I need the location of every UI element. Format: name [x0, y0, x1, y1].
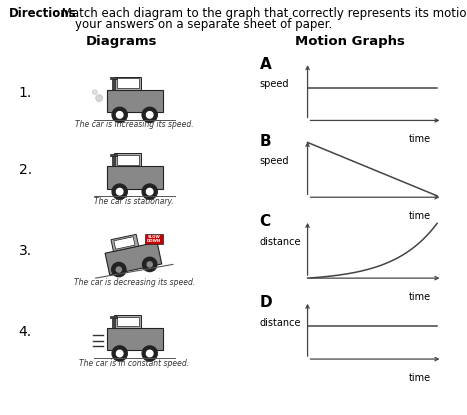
Circle shape: [116, 188, 123, 195]
Polygon shape: [111, 234, 139, 251]
Circle shape: [112, 262, 126, 277]
Text: your answers on a separate sheet of paper.: your answers on a separate sheet of pape…: [75, 18, 332, 31]
Circle shape: [116, 350, 123, 357]
Circle shape: [112, 107, 127, 122]
Text: distance: distance: [260, 237, 301, 247]
Text: time: time: [408, 211, 431, 221]
Text: time: time: [408, 292, 431, 302]
Text: speed: speed: [260, 79, 289, 89]
Text: time: time: [408, 134, 431, 144]
Text: SLOW
DOWN: SLOW DOWN: [147, 235, 161, 243]
Text: C: C: [260, 215, 271, 229]
Circle shape: [142, 257, 157, 272]
Text: B: B: [260, 134, 271, 149]
Polygon shape: [114, 237, 135, 249]
Bar: [117, 78, 139, 88]
Circle shape: [142, 107, 157, 122]
Circle shape: [147, 188, 153, 195]
Polygon shape: [105, 242, 162, 275]
Bar: [117, 317, 139, 327]
Text: D: D: [260, 295, 272, 310]
Text: : Match each diagram to the graph that correctly represents its motion. Write: : Match each diagram to the graph that c…: [54, 7, 467, 20]
Bar: [110, 316, 117, 318]
Bar: [107, 328, 163, 351]
Circle shape: [142, 184, 157, 199]
Text: 3.: 3.: [19, 244, 32, 258]
Text: 4.: 4.: [19, 325, 32, 339]
Bar: [113, 154, 141, 166]
Bar: [107, 166, 163, 189]
Text: 2.: 2.: [19, 163, 32, 177]
Circle shape: [112, 346, 127, 361]
Bar: [113, 315, 141, 328]
Text: 1.: 1.: [19, 86, 32, 100]
Bar: [107, 90, 163, 112]
Circle shape: [147, 262, 152, 267]
Circle shape: [96, 95, 103, 102]
Circle shape: [142, 346, 157, 361]
Circle shape: [92, 90, 98, 95]
Circle shape: [116, 267, 121, 272]
Text: The car is stationary.: The car is stationary.: [94, 197, 174, 206]
Text: Diagrams: Diagrams: [85, 35, 157, 48]
Text: speed: speed: [260, 156, 289, 166]
Text: Directions: Directions: [9, 7, 77, 20]
Bar: [110, 154, 117, 156]
Text: The car is in constant speed.: The car is in constant speed.: [79, 359, 189, 368]
Circle shape: [116, 112, 123, 118]
Circle shape: [147, 350, 153, 357]
Bar: [110, 77, 117, 79]
Text: distance: distance: [260, 318, 301, 328]
Text: A: A: [260, 57, 271, 72]
Circle shape: [112, 184, 127, 199]
Bar: [112, 318, 115, 328]
Bar: [112, 79, 115, 90]
Text: The car is increasing its speed.: The car is increasing its speed.: [75, 120, 194, 129]
Bar: [113, 77, 141, 90]
Bar: [117, 155, 139, 165]
Text: The car is decreasing its speed.: The car is decreasing its speed.: [74, 278, 195, 287]
Bar: [145, 234, 163, 244]
Text: Motion Graphs: Motion Graphs: [295, 35, 405, 48]
Circle shape: [147, 112, 153, 118]
Text: time: time: [408, 373, 431, 383]
Bar: [112, 156, 115, 166]
